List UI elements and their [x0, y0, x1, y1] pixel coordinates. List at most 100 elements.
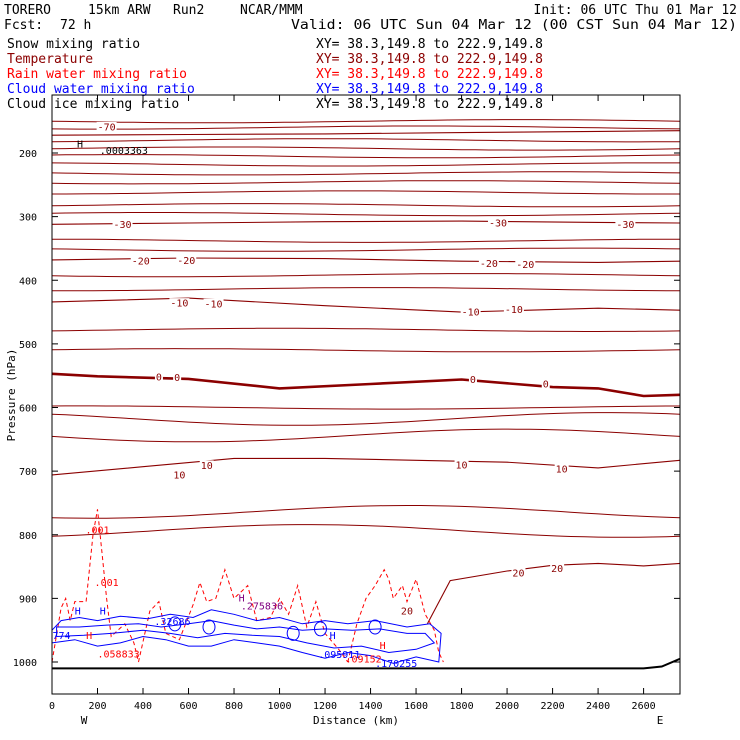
isotherm-label: -30: [114, 220, 132, 231]
isotherm-label: 0: [470, 375, 476, 386]
isotherm-label: 0: [174, 373, 180, 384]
cloud-cell: [313, 621, 327, 637]
isotherm-line: [52, 119, 680, 124]
fcst-value: 72 h: [60, 18, 91, 33]
isotherm-label: -20: [177, 256, 195, 267]
cloud-water-contour: [56, 620, 436, 654]
field-xy: XY= 38.3,149.8 to 222.9,149.8: [316, 67, 543, 82]
center-name: NCAR/MMM: [240, 3, 303, 18]
x-tick-label: 1200: [313, 701, 337, 712]
x-tick-label: 1000: [267, 701, 291, 712]
isotherm-label: 20: [551, 564, 563, 575]
isotherm-line: [52, 505, 680, 519]
field-legend: Snow mixing ratio XY= 38.3,149.8 to 222.9…: [7, 37, 543, 112]
y-tick-label: 300: [19, 213, 37, 224]
extremum-label: H: [100, 607, 106, 618]
label-bg: [176, 255, 197, 266]
y-tick-label: 600: [19, 404, 37, 415]
fcst-label: Fcst:: [4, 18, 43, 33]
isotherm-line: [52, 412, 680, 426]
isotherm-line: [52, 524, 680, 538]
isotherm-label: -30: [616, 220, 634, 231]
x-tick-label: 200: [88, 701, 106, 712]
label-bg: [511, 567, 526, 578]
isotherm-line: [52, 154, 680, 159]
label-bg: [172, 469, 187, 480]
valid-time: Valid: 06 UTC Sun 04 Mar 12 (00 CST Sun …: [291, 18, 737, 33]
field-xy: XY= 38.3,149.8 to 222.9,149.8: [316, 97, 543, 112]
x-tick-label: 1800: [450, 701, 474, 712]
label-bg: [541, 378, 550, 389]
isotherm-label: -20: [132, 257, 150, 268]
label-bg: [96, 121, 117, 132]
isotherm-line: [52, 212, 680, 217]
cloud-water-contour: [52, 609, 442, 664]
y-tick-label: 500: [19, 340, 37, 351]
field-name: Cloud ice mixing ratio: [7, 97, 179, 112]
extremum-label: H: [380, 641, 386, 652]
extremum-label: H: [75, 607, 81, 618]
field-xy: XY= 38.3,149.8 to 222.9,149.8: [316, 82, 543, 97]
y-tick-label: 900: [19, 594, 37, 605]
x-tick-label: 2400: [586, 701, 610, 712]
resolution: 15km ARW: [88, 3, 151, 18]
isotherm-label: -10: [205, 299, 223, 310]
isotherm-line: [52, 146, 680, 151]
isotherm-line: [52, 138, 680, 143]
field-xy: XY= 38.3,149.8 to 222.9,149.8: [316, 52, 543, 67]
label-bg: [468, 374, 477, 385]
isotherm-label: -30: [489, 218, 507, 229]
x-tick-label: 400: [134, 701, 152, 712]
field-name: Temperature: [7, 52, 93, 67]
rain-contour: [347, 568, 444, 663]
west-label: W: [81, 714, 88, 727]
y-tick-label: 200: [19, 149, 37, 160]
rain-contour: [52, 509, 139, 663]
isotherm-label: -20: [480, 259, 498, 270]
x-tick-label: 2200: [541, 701, 565, 712]
extremum-label: 774: [52, 631, 70, 642]
isotherm-line: [52, 203, 680, 208]
label-bg: [154, 371, 163, 382]
label-bg: [173, 372, 182, 383]
field-name: Snow mixing ratio: [7, 37, 140, 52]
isotherm-label: 10: [173, 470, 185, 481]
isotherm-label: 20: [401, 607, 413, 618]
label-bg: [487, 217, 508, 228]
model-name: TORERO: [4, 3, 51, 18]
extremum-label: H: [86, 631, 92, 642]
x-tick-label: 2000: [495, 701, 519, 712]
header: TORERO 15km ARW Run2 NCAR/MMM Init: 06 U…: [4, 3, 737, 33]
isotherm-line: [52, 180, 680, 185]
isotherm--30: [52, 220, 680, 225]
isotherm-label: -20: [516, 260, 534, 271]
label-bg: [130, 256, 151, 267]
extremum-label: H: [239, 593, 245, 604]
isotherm-label: 10: [456, 460, 468, 471]
isotherm-10: [52, 457, 680, 476]
y-tick-label: 1000: [13, 658, 37, 669]
extremum-label: H: [330, 631, 336, 642]
isotherm-line: [52, 327, 680, 332]
label-bg: [399, 606, 414, 617]
x-tick-label: 1600: [404, 701, 428, 712]
cloud-cell: [202, 619, 216, 635]
y-axis-title: Pressure (hPa): [5, 349, 18, 442]
isotherm--20: [52, 257, 680, 263]
label-bg: [615, 219, 636, 230]
y-tick-label: 700: [19, 467, 37, 478]
x-tick-label: 1400: [359, 701, 383, 712]
isotherm-label: 0: [543, 379, 549, 390]
isotherm-label: 0: [156, 372, 162, 383]
isotherm-label: -10: [462, 308, 480, 319]
label-bg: [503, 304, 524, 315]
extremum-label: .170255: [375, 659, 417, 670]
isotherm-line: [52, 238, 680, 243]
isotherm-line: [52, 171, 680, 176]
plot-area: -70 -30 -30 -30 -20 -20 -20 -20 -10 -10 -10 -10 0 0 0 0…: [5, 94, 681, 727]
extremum-label: H: [77, 140, 83, 151]
isotherm-label: -70: [98, 122, 116, 133]
x-tick-label: 2600: [632, 701, 656, 712]
x-tick-label: 600: [179, 701, 197, 712]
x-axis-title: Distance (km): [313, 714, 399, 727]
